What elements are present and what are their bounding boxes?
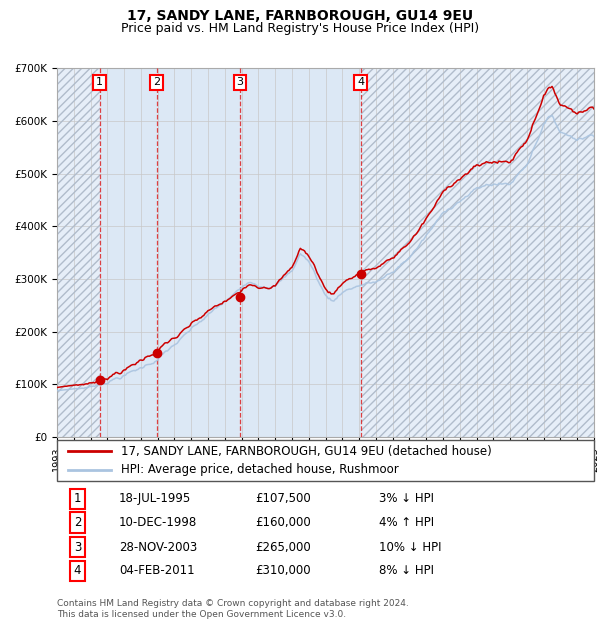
Text: 4: 4 bbox=[357, 78, 364, 87]
Text: 4: 4 bbox=[74, 564, 81, 577]
Bar bbox=[57, 68, 100, 437]
Text: HPI: Average price, detached house, Rushmoor: HPI: Average price, detached house, Rush… bbox=[121, 463, 399, 476]
Text: 3: 3 bbox=[236, 78, 244, 87]
Text: 28-NOV-2003: 28-NOV-2003 bbox=[119, 541, 197, 554]
Bar bbox=[361, 68, 594, 437]
Text: 04-FEB-2011: 04-FEB-2011 bbox=[119, 564, 194, 577]
Text: 1: 1 bbox=[74, 492, 81, 505]
Text: 8% ↓ HPI: 8% ↓ HPI bbox=[379, 564, 434, 577]
Text: 3% ↓ HPI: 3% ↓ HPI bbox=[379, 492, 434, 505]
Text: 10-DEC-1998: 10-DEC-1998 bbox=[119, 516, 197, 529]
Text: Contains HM Land Registry data © Crown copyright and database right 2024.
This d: Contains HM Land Registry data © Crown c… bbox=[57, 600, 409, 619]
Text: 2: 2 bbox=[74, 516, 81, 529]
Text: 17, SANDY LANE, FARNBOROUGH, GU14 9EU (detached house): 17, SANDY LANE, FARNBOROUGH, GU14 9EU (d… bbox=[121, 445, 492, 458]
Text: £107,500: £107,500 bbox=[256, 492, 311, 505]
Text: 4% ↑ HPI: 4% ↑ HPI bbox=[379, 516, 434, 529]
Text: Price paid vs. HM Land Registry's House Price Index (HPI): Price paid vs. HM Land Registry's House … bbox=[121, 22, 479, 35]
Text: £310,000: £310,000 bbox=[256, 564, 311, 577]
FancyBboxPatch shape bbox=[57, 440, 594, 480]
Bar bbox=[361, 68, 594, 437]
Text: 17, SANDY LANE, FARNBOROUGH, GU14 9EU: 17, SANDY LANE, FARNBOROUGH, GU14 9EU bbox=[127, 9, 473, 24]
Text: 3: 3 bbox=[74, 541, 81, 554]
Text: £265,000: £265,000 bbox=[256, 541, 311, 554]
Text: 2: 2 bbox=[153, 78, 160, 87]
Text: 10% ↓ HPI: 10% ↓ HPI bbox=[379, 541, 442, 554]
Text: 18-JUL-1995: 18-JUL-1995 bbox=[119, 492, 191, 505]
Bar bbox=[57, 68, 100, 437]
Text: £160,000: £160,000 bbox=[256, 516, 311, 529]
Text: 1: 1 bbox=[96, 78, 103, 87]
